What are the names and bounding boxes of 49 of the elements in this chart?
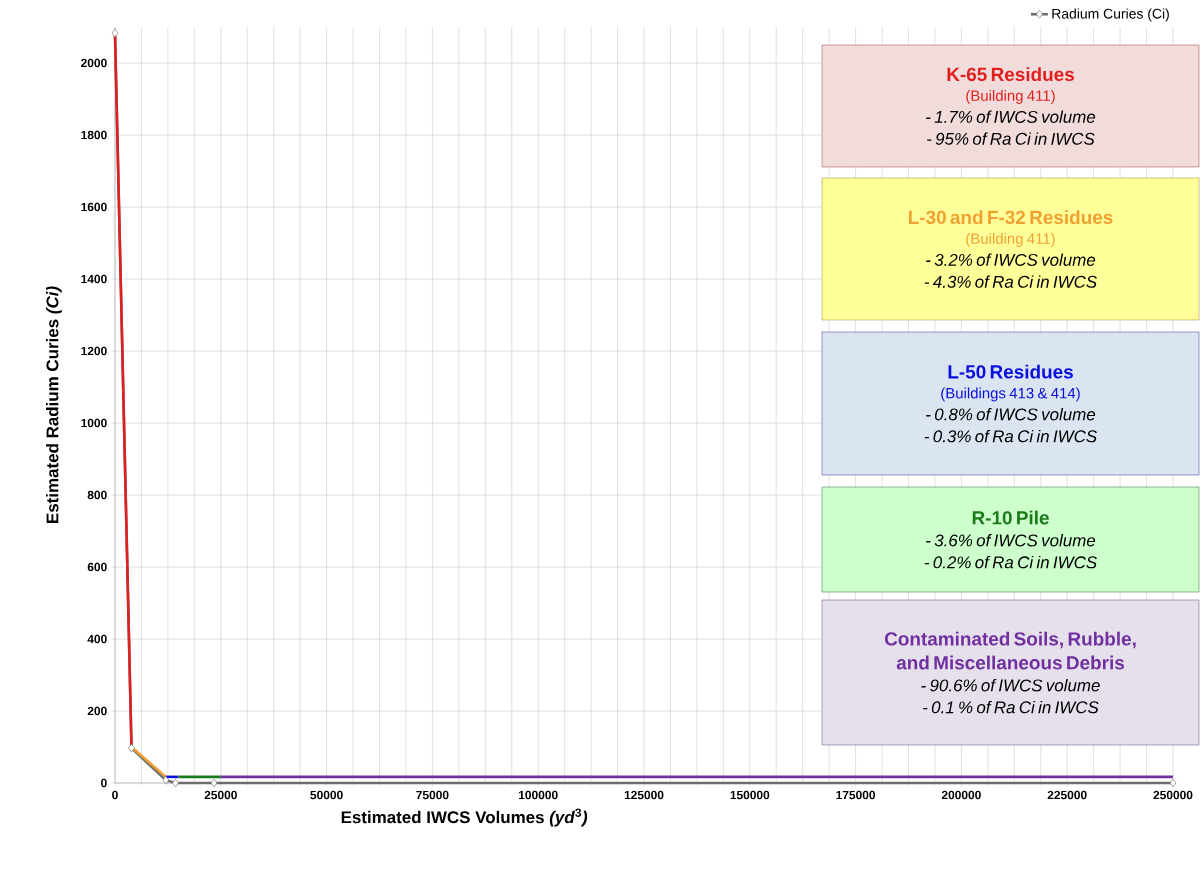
y-axis-title: Estimated Radium Curies (Ci): [46, 286, 62, 523]
x-tick-label: 25000: [204, 790, 237, 800]
x-tick-label: 75000: [416, 790, 449, 800]
annotation: - 1.7% of IWCS volume: [926, 110, 1096, 123]
y-tick-label: 800: [87, 490, 107, 500]
x-tick-label: 225000: [1047, 790, 1087, 800]
x-tick-label: 150000: [730, 790, 770, 800]
text: Contaminated Soils, Rubble, and Miscellaneous Debris: [884, 631, 1136, 670]
annotation: - 0.3% of Ra Ci in IWCS: [924, 429, 1097, 443]
y-tick-label: 1600: [81, 202, 107, 212]
legend-label: Radium Curies (Ci): [1052, 8, 1169, 22]
x-tick-label: 0: [112, 790, 118, 800]
point: [172, 778, 179, 788]
annotation: - 0.1 % of Ra Ci in IWCS: [923, 700, 1099, 714]
y-tick-label: 200: [87, 706, 107, 716]
text: K-65 Residues: [947, 67, 1074, 82]
annotation: - 95% of Ra Ci in IWCS: [927, 132, 1095, 145]
x-tick-label: 125000: [624, 790, 664, 800]
y-tick-label: 1800: [81, 130, 107, 140]
y-tick-label: 2000: [81, 58, 107, 68]
x-axis-title: Estimated IWCS Volumes (yd$^{3}$): [341, 808, 588, 827]
x-tick-label: 250000: [1153, 790, 1193, 800]
point: [1169, 778, 1177, 788]
y-tick-label: 1200: [81, 346, 107, 356]
point: [111, 28, 119, 38]
point: [128, 743, 135, 753]
x-tick-label: 50000: [310, 790, 343, 800]
text: R-10 Pile: [972, 510, 1049, 525]
annotation: - 90.6% of IWCS volume: [921, 678, 1100, 692]
annotation: (Building 411): [966, 89, 1055, 104]
annotation: - 0.8% of IWCS volume: [926, 407, 1096, 421]
point: [210, 778, 218, 788]
point: [162, 775, 170, 785]
annotation: (Building 411): [966, 232, 1055, 247]
annotation: - 3.2% of IWCS volume: [926, 253, 1096, 266]
annotation: - 3.6% of IWCS volume: [926, 534, 1096, 547]
y-tick-label: 400: [87, 634, 107, 644]
y-tick-label: 1400: [81, 274, 107, 284]
y-tick-label: 0: [101, 778, 107, 788]
annotation: - 4.3% of Ra Ci in IWCS: [924, 275, 1097, 288]
y-tick-label: 600: [87, 562, 107, 572]
annotation: - 0.2% of Ra Ci in IWCS: [924, 555, 1097, 569]
text: L-50 Residues: [948, 364, 1073, 379]
text: L-30 and F-32 Residues: [908, 210, 1113, 225]
x-tick-label: 175000: [836, 790, 876, 800]
y-tick-label: 1000: [81, 418, 107, 428]
x-tick-label: 100000: [519, 790, 558, 800]
annotation: (Buildings 413 & 414): [941, 387, 1080, 402]
x-tick-label: 200000: [941, 790, 981, 800]
